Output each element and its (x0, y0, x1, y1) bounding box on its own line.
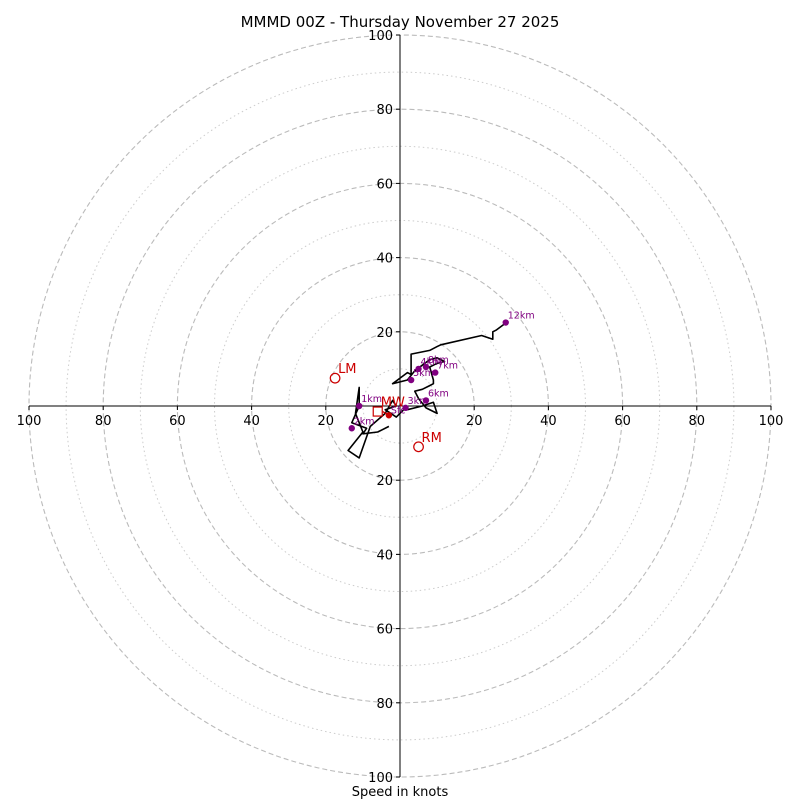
u-tick-label: 20 (318, 414, 335, 429)
height-point (355, 402, 363, 410)
height-point (415, 365, 422, 373)
axes (29, 35, 771, 777)
v-tick-label: 100 (368, 771, 393, 786)
height-point (422, 363, 430, 371)
height-label: 12km (508, 311, 535, 322)
height-label: 4km (421, 357, 442, 368)
u-tick-label: 80 (95, 414, 112, 429)
surface-label: Sfc (391, 405, 406, 416)
motion-label: RM (422, 431, 442, 446)
height-label: 3km (408, 396, 429, 407)
height-label: 8km (428, 355, 449, 366)
motion-label: LM (338, 362, 356, 377)
v-tick-label: 80 (376, 697, 393, 712)
height-label: 7km (437, 361, 458, 372)
u-tick-label: 20 (466, 414, 483, 429)
v-tick-label: 100 (368, 29, 393, 44)
v-tick-label: 20 (376, 326, 393, 341)
height-point (407, 376, 415, 384)
height-label: 1km (361, 394, 382, 405)
v-tick-label: 80 (376, 103, 393, 118)
u-tick-label: 40 (243, 414, 260, 429)
u-tick-label: 80 (689, 414, 706, 429)
height-point (402, 404, 409, 412)
chart-title: MMMD 00Z - Thursday November 27 2025 (241, 13, 560, 31)
hodograph-trace-group (347, 321, 507, 459)
x-axis-label: Speed in knots (352, 785, 449, 800)
height-label: 6km (428, 388, 449, 399)
u-tick-label: 100 (17, 414, 42, 429)
u-tick-label: 100 (759, 414, 784, 429)
v-tick-label: 60 (376, 177, 393, 192)
v-tick-label: 40 (376, 548, 393, 563)
motion-marker (372, 406, 383, 417)
height-point (502, 319, 509, 326)
u-tick-label: 60 (169, 414, 186, 429)
surface-point (385, 412, 393, 419)
height-point (422, 397, 430, 404)
height-point (348, 425, 355, 432)
v-tick-label: 40 (376, 252, 393, 267)
tick-labels: 100 100 80 80 60 60 40 40 20 20 20 20 40 40 60 60 80 80 10… (17, 29, 784, 786)
u-tick-label: 60 (614, 414, 631, 429)
v-tick-label: 20 (376, 474, 393, 489)
u-tick-label: 40 (540, 414, 557, 429)
height-label: 5km (413, 368, 434, 379)
height-point (432, 369, 439, 376)
motion-marker (329, 372, 341, 384)
v-tick-label: 60 (376, 623, 393, 638)
motion-label: MW (381, 396, 405, 411)
height-label: 2km (354, 416, 375, 427)
hodograph-trace (347, 321, 507, 459)
motion-marker (413, 441, 424, 453)
